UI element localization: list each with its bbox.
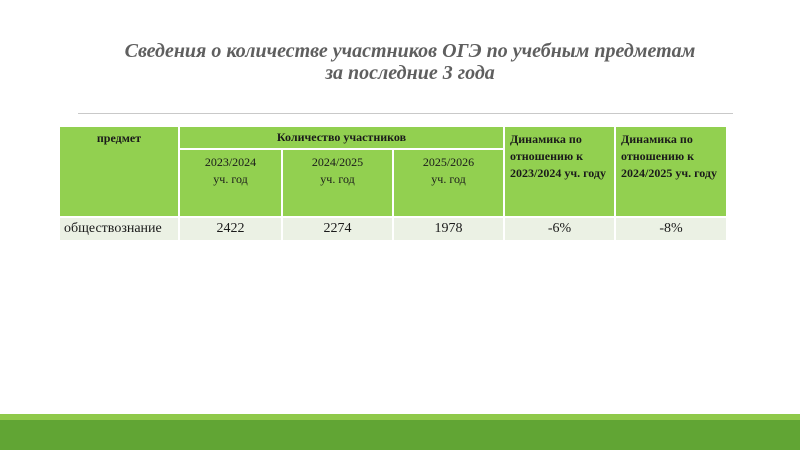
- cell-2023: 2422: [178, 216, 283, 242]
- slide-title: Сведения о количестве участников ОГЭ по …: [60, 40, 760, 84]
- table-subheader-row: 2023/2024 уч. год 2024/2025 уч. год 2025…: [59, 148, 727, 218]
- cell-2025: 1978: [391, 216, 506, 242]
- header-participants: Количество участников: [177, 125, 506, 150]
- header-year-2024-unit: уч. год: [320, 172, 355, 186]
- header-year-2023-label: 2023/2024: [204, 155, 257, 169]
- cell-dynamics-2: -8%: [614, 216, 729, 242]
- table-row: обществознание 2422 2274 1978 -6% -8%: [58, 216, 729, 242]
- cell-2024: 2274: [281, 216, 394, 242]
- header-dynamics-2024: Динамика по отношению к 2024/2025 уч. го…: [614, 125, 729, 218]
- header-dynamics-2023: Динамика по отношению к 2023/2024 уч. го…: [503, 125, 617, 218]
- header-year-2024-label: 2024/2025: [311, 155, 364, 169]
- table-header-row: предмет Количество участников Динамика п…: [58, 125, 729, 218]
- title-divider: [78, 113, 733, 114]
- cell-dynamics-1: -6%: [503, 216, 617, 242]
- header-year-2025-label: 2025/2026: [422, 155, 475, 169]
- header-year-2023: 2023/2024 уч. год: [178, 148, 283, 218]
- header-year-2025: 2025/2026 уч. год: [391, 148, 506, 218]
- footer-band-light: [0, 414, 800, 420]
- header-subject: предмет: [58, 125, 180, 218]
- footer-band-dark: [0, 420, 800, 450]
- slide-title-line1: Сведения о количестве участников ОГЭ по …: [124, 40, 696, 62]
- cell-subject: обществознание: [58, 216, 180, 242]
- header-year-2025-unit: уч. год: [431, 172, 466, 186]
- participants-table: предмет Количество участников Динамика п…: [58, 125, 729, 242]
- header-year-2024: 2024/2025 уч. год: [281, 148, 394, 218]
- slide-title-line2: за последние 3 года: [325, 62, 495, 84]
- header-year-2023-unit: уч. год: [213, 172, 248, 186]
